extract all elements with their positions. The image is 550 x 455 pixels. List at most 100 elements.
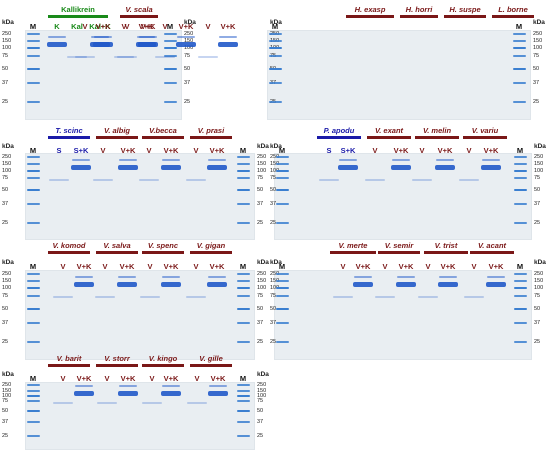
lane-label: V+K [163, 262, 179, 271]
mw-tick-label-left: 37 [2, 201, 9, 207]
ladder-band-left [269, 54, 282, 57]
group-header: V. komod [48, 241, 90, 254]
protein-band-faint [140, 296, 160, 299]
ladder-band-right [514, 176, 527, 179]
protein-band-strong [117, 282, 137, 288]
protein-band-secondary [177, 36, 195, 39]
lane-label: V+K [488, 262, 504, 271]
mw-tick-label-right: 25 [257, 219, 264, 226]
protein-band-faint [97, 401, 117, 404]
lane-label: V+K [398, 262, 414, 271]
protein-band-secondary [119, 385, 137, 388]
protein-band-faint [117, 56, 137, 59]
ladder-band-right [513, 54, 526, 57]
ladder-band-right [164, 54, 177, 57]
group-name: V. barit [56, 354, 82, 363]
protein-band-strong [176, 42, 196, 48]
protein-band-strong [71, 164, 91, 170]
protein-band-secondary [209, 385, 227, 388]
group-underline [120, 15, 158, 18]
protein-band-faint [139, 178, 159, 181]
group-name: V. exant [374, 126, 404, 135]
protein-band-secondary [482, 158, 500, 161]
group-underline [48, 136, 90, 139]
lane-label: V+K [393, 146, 409, 155]
protein-band-secondary [75, 276, 93, 279]
ladder-band-right [237, 294, 250, 297]
group-underline [330, 251, 376, 254]
mw-tick-label-right: 37 [534, 319, 541, 326]
protein-band-faint [142, 401, 162, 404]
mw-tick-label-left: 100 [2, 285, 12, 292]
protein-band-strong [161, 391, 181, 397]
lane-label: V [121, 22, 127, 31]
ladder-band-right [237, 321, 250, 324]
lane-label: V [102, 262, 108, 271]
mw-tick-label-right: 25 [533, 99, 540, 106]
group-header: V. prasi [190, 126, 232, 139]
ladder-band-left [27, 156, 40, 159]
mw-tick-label-right: 250 [257, 382, 267, 389]
ladder-band-left [27, 47, 40, 50]
ladder-band-right [237, 221, 250, 224]
ladder-band-right [164, 67, 177, 70]
marker-label-right: M [239, 262, 247, 271]
ladder-band-left [276, 341, 289, 344]
ladder-band-right [514, 169, 527, 172]
marker-label-left: M [29, 262, 37, 271]
kda-label-right: kDa [257, 259, 269, 266]
mw-tick-label-left: 250 [2, 154, 12, 161]
ladder-band-left [276, 321, 289, 324]
group-header: V. trist [424, 241, 468, 254]
group-name: V. semir [384, 241, 414, 250]
mw-tick-label-left: 100 [2, 45, 12, 52]
ladder-band-right [514, 163, 527, 166]
group-name: L. borne [498, 5, 528, 14]
protein-band-strong [74, 391, 94, 397]
protein-band-secondary [75, 385, 93, 388]
mw-tick-label-right: 250 [534, 154, 544, 161]
lane-label: V [382, 262, 388, 271]
protein-band-secondary [392, 158, 410, 161]
ladder-band-left [276, 221, 289, 224]
ladder-band-right [237, 280, 250, 283]
mw-tick-label-right: 50 [184, 65, 191, 72]
mw-tick-label-right: 75 [184, 52, 191, 59]
group-name: T. scinc [55, 126, 83, 135]
ladder-band-left [276, 156, 289, 159]
ladder-band-right [514, 287, 527, 290]
lane-label: V [162, 22, 168, 31]
group-name: V. gigan [196, 241, 226, 250]
ladder-band-left [276, 163, 289, 166]
mw-tick-label-left: 250 [270, 271, 280, 278]
mw-tick-label-left: 150 [2, 161, 12, 168]
ladder-band-right [514, 280, 527, 283]
group-header: V. barit [48, 354, 90, 367]
ladder-band-left [276, 273, 289, 276]
group-underline [492, 15, 534, 18]
lane-label: V+K [209, 262, 225, 271]
ladder-band-right [164, 40, 177, 43]
mw-tick-label-left: 50 [2, 187, 9, 194]
group-name: V. merte [338, 241, 368, 250]
group-name: V. albig [104, 126, 130, 135]
ladder-band-right [237, 307, 250, 310]
ladder-band-right [237, 389, 250, 392]
ladder-band-right [237, 156, 250, 159]
marker-label-right: M [515, 22, 523, 31]
protein-band-secondary [397, 276, 415, 279]
lane-label: V+K [178, 22, 194, 31]
group-header: V. melin [415, 126, 459, 139]
ladder-band-left [269, 33, 282, 36]
protein-band-secondary [118, 276, 136, 279]
lane-label: V+K [140, 22, 156, 31]
protein-band-faint [187, 401, 207, 404]
protein-band-strong [207, 282, 227, 288]
protein-band-secondary [162, 158, 180, 161]
group-header: P. apodu [317, 126, 361, 139]
ladder-band-left [276, 307, 289, 310]
mw-tick-label-right: 150 [184, 38, 193, 44]
mw-tick-label-right: 37 [184, 79, 191, 86]
ladder-band-right [164, 81, 177, 84]
group-header: V. gille [190, 354, 232, 367]
